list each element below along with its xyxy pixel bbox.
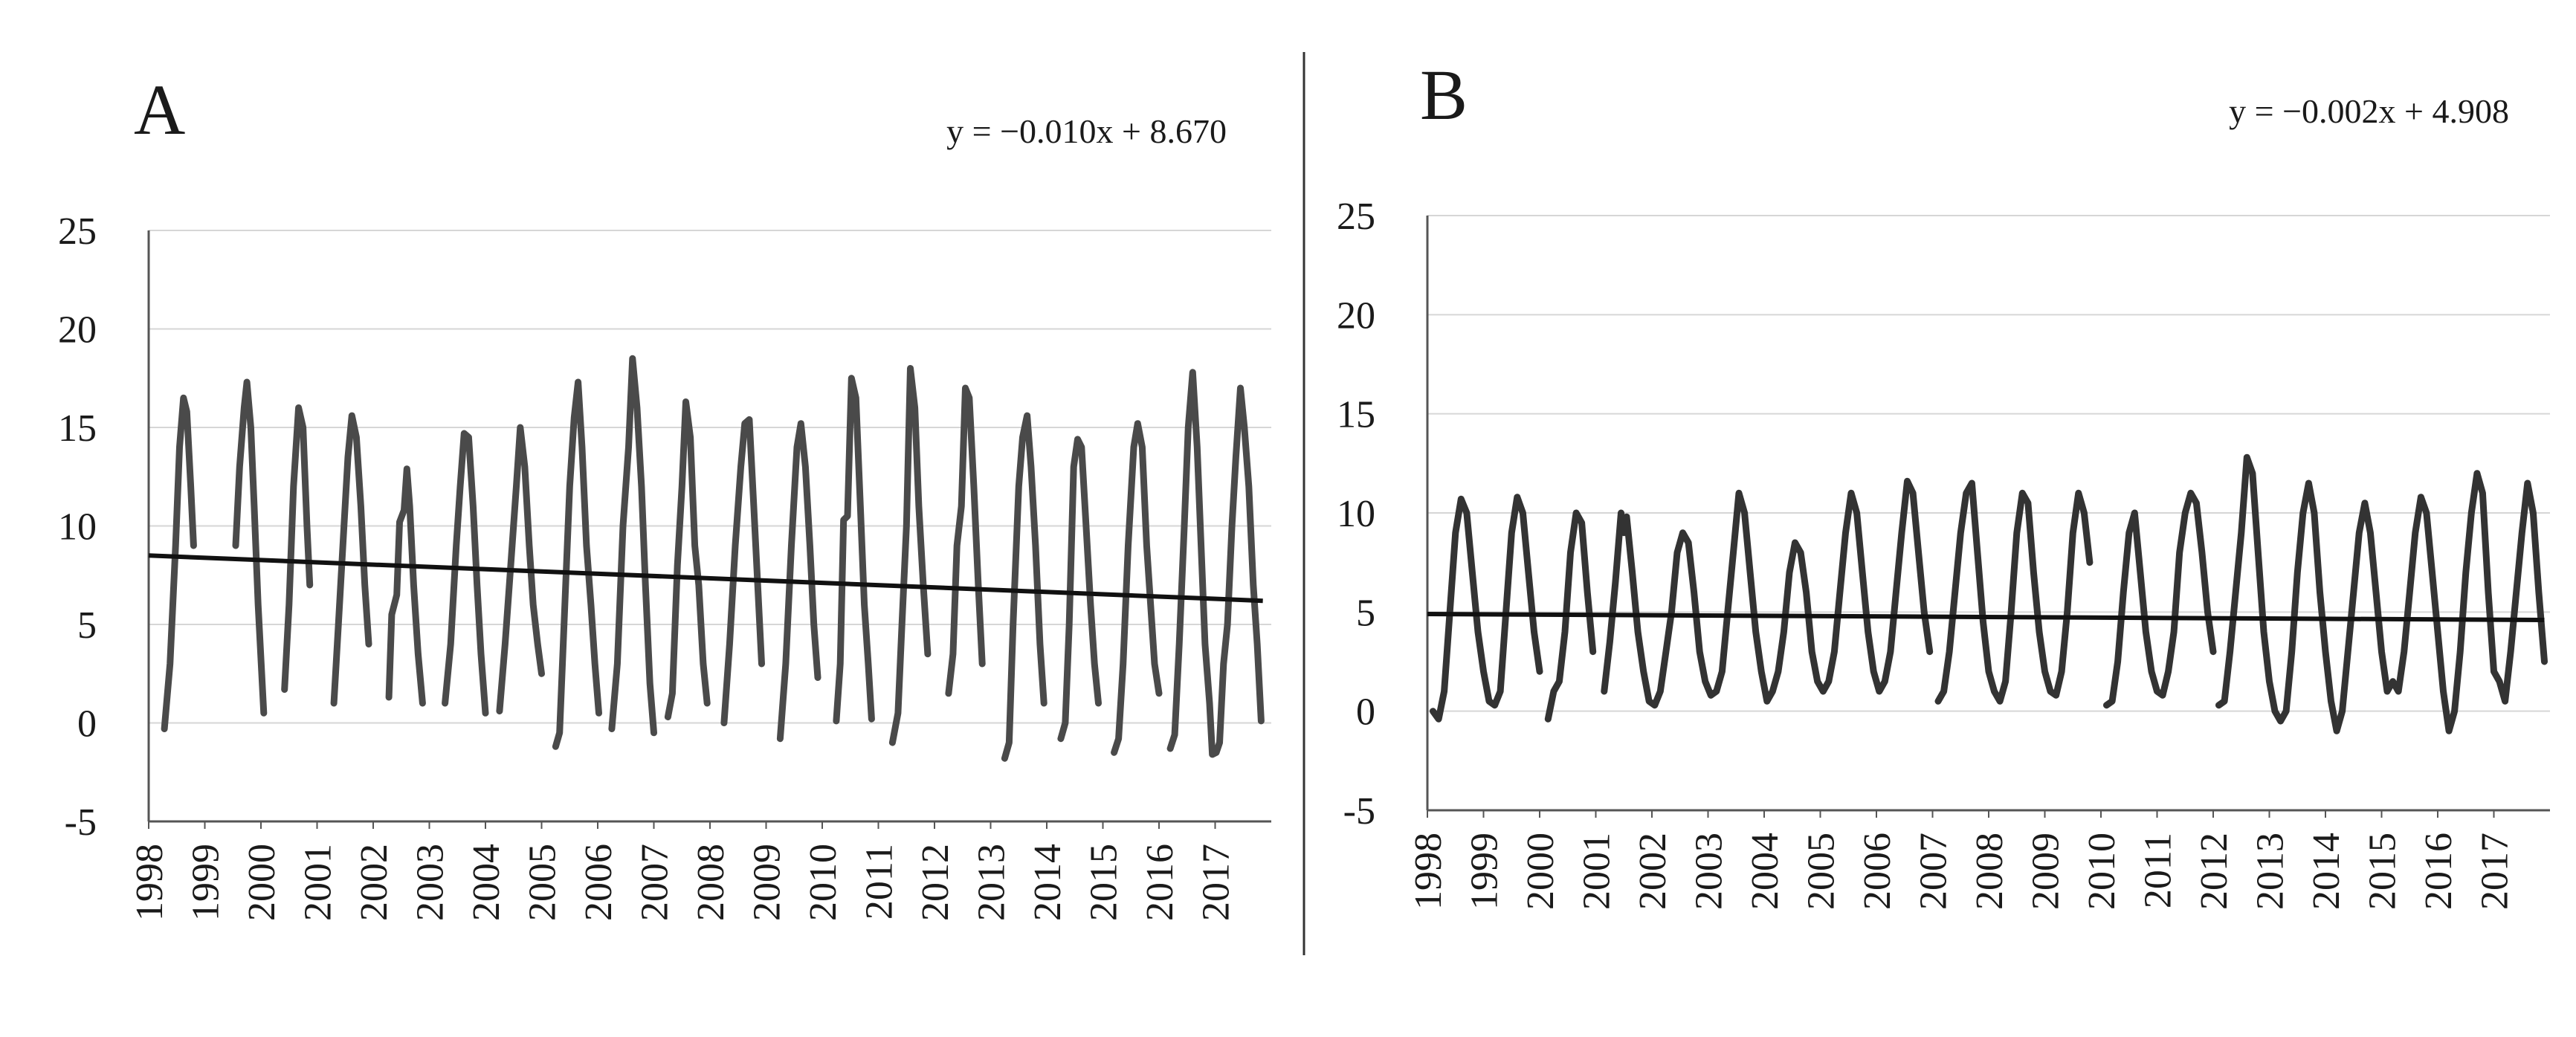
series-line bbox=[2103, 489, 2217, 709]
x-tick-label: 2009 bbox=[2025, 833, 2067, 910]
series-line bbox=[888, 365, 932, 746]
series-line bbox=[161, 394, 197, 732]
series-line bbox=[1544, 509, 1597, 723]
x-tick-label: 2017 bbox=[2474, 833, 2517, 910]
series-line bbox=[2215, 453, 2548, 734]
y-tick-label: 0 bbox=[1356, 691, 1375, 734]
series-line bbox=[608, 355, 657, 737]
panel-b-letter: B bbox=[1420, 55, 1468, 135]
y-tick-label: 10 bbox=[1337, 493, 1375, 535]
x-tick-label: 2015 bbox=[2362, 833, 2404, 910]
y-tick-label: 20 bbox=[58, 309, 97, 352]
series-line bbox=[1430, 494, 1543, 723]
x-tick-label: 2011 bbox=[859, 844, 901, 920]
x-tick-label: 2006 bbox=[578, 844, 620, 921]
y-tick-label: 25 bbox=[58, 210, 97, 253]
y-tick-label: 15 bbox=[58, 407, 97, 450]
series-line bbox=[281, 404, 314, 693]
trend-line bbox=[1427, 612, 2545, 622]
y-tick-label: 5 bbox=[77, 604, 97, 647]
x-tick-label: 2004 bbox=[1744, 833, 1786, 910]
x-tick-label: 1999 bbox=[1464, 833, 1506, 910]
x-tick-label: 2007 bbox=[1913, 833, 1955, 910]
panel-b-equation: y = −0.002x + 4.908 bbox=[2229, 92, 2509, 130]
series-line bbox=[496, 424, 545, 715]
y-tick-label: 10 bbox=[58, 506, 97, 549]
x-tick-label: 2014 bbox=[2305, 833, 2348, 910]
x-tick-label: 2008 bbox=[1969, 833, 2011, 910]
series-line bbox=[1934, 479, 2094, 705]
series-line bbox=[552, 378, 602, 750]
x-tick-label: 2005 bbox=[1801, 833, 1843, 910]
series-line bbox=[776, 420, 821, 743]
y-tick-label: 25 bbox=[1337, 196, 1375, 238]
x-tick-label: 2010 bbox=[2081, 833, 2123, 910]
x-tick-label: 2000 bbox=[241, 844, 283, 921]
series-line bbox=[1057, 436, 1102, 743]
series-line bbox=[1601, 477, 1934, 709]
x-tick-label: 2012 bbox=[2193, 833, 2236, 910]
series-line bbox=[385, 465, 426, 707]
x-tick-label: 2001 bbox=[1576, 833, 1618, 910]
series-line bbox=[720, 416, 765, 726]
series-line bbox=[330, 412, 372, 707]
x-tick-label: 2013 bbox=[2250, 833, 2292, 910]
x-tick-label: 1999 bbox=[185, 844, 227, 921]
series-line bbox=[664, 398, 711, 720]
panel-a-equation: y = −0.010x + 8.670 bbox=[946, 112, 1227, 150]
panel-a-plot: -5 0 5 10 15 20 25 1998 1999 2000 2001 2002 2003 2004… bbox=[58, 210, 1271, 921]
x-tick-label: 2003 bbox=[410, 844, 452, 921]
y-tick-label: 5 bbox=[1356, 592, 1375, 634]
x-tick-label: 2004 bbox=[465, 844, 508, 921]
x-tick-label: 2011 bbox=[2137, 833, 2180, 908]
x-tick-label: 2007 bbox=[634, 844, 677, 921]
x-tick-label: 2017 bbox=[1195, 844, 1238, 921]
x-tick-label: 1998 bbox=[129, 844, 171, 921]
x-tick-label: 2014 bbox=[1027, 844, 1069, 921]
y-tick-label: 0 bbox=[77, 703, 97, 746]
panel-a: A y = −0.010x + 8.670 -5 0 5 10 15 20 25 1998 19… bbox=[58, 70, 1271, 921]
series-line bbox=[945, 384, 986, 697]
x-tick-label: 2013 bbox=[971, 844, 1013, 921]
x-tick-label: 2009 bbox=[746, 844, 789, 921]
panel-a-letter: A bbox=[134, 70, 185, 149]
series-line bbox=[442, 430, 489, 717]
x-tick-label: 2002 bbox=[1632, 833, 1674, 910]
panel-b-plot: -5 0 5 10 15 20 25 1998 1999 2000 2001 2002 2003 2004… bbox=[1337, 196, 2550, 910]
series-line bbox=[1111, 420, 1163, 756]
y-tick-label: 20 bbox=[1337, 294, 1375, 337]
x-tick-label: 2012 bbox=[914, 844, 957, 921]
series-line bbox=[1001, 412, 1047, 762]
x-tick-label: 2006 bbox=[1856, 833, 1899, 910]
x-tick-label: 2001 bbox=[297, 844, 340, 921]
x-tick-label: 2005 bbox=[522, 844, 564, 921]
x-tick-label: 2000 bbox=[1520, 833, 1562, 910]
y-tick-label: 15 bbox=[1337, 394, 1375, 436]
y-tick-label: -5 bbox=[65, 801, 97, 844]
y-tick-label: -5 bbox=[1343, 790, 1375, 833]
x-tick-label: 2002 bbox=[353, 844, 396, 921]
series-line bbox=[833, 375, 875, 725]
x-tick-label: 2008 bbox=[690, 844, 732, 921]
x-tick-label: 2016 bbox=[2418, 833, 2460, 910]
x-tick-label: 2003 bbox=[1688, 833, 1731, 910]
x-tick-label: 2015 bbox=[1083, 844, 1126, 921]
panel-b: B y = −0.002x + 4.908 -5 0 5 10 15 20 25 1998 19… bbox=[1337, 55, 2550, 910]
series-line bbox=[1166, 369, 1265, 758]
x-tick-label: 2010 bbox=[802, 844, 845, 921]
series-line bbox=[232, 378, 268, 717]
x-tick-label: 1998 bbox=[1407, 833, 1450, 910]
x-tick-label: 2016 bbox=[1139, 844, 1181, 921]
trend-line bbox=[148, 553, 1263, 604]
